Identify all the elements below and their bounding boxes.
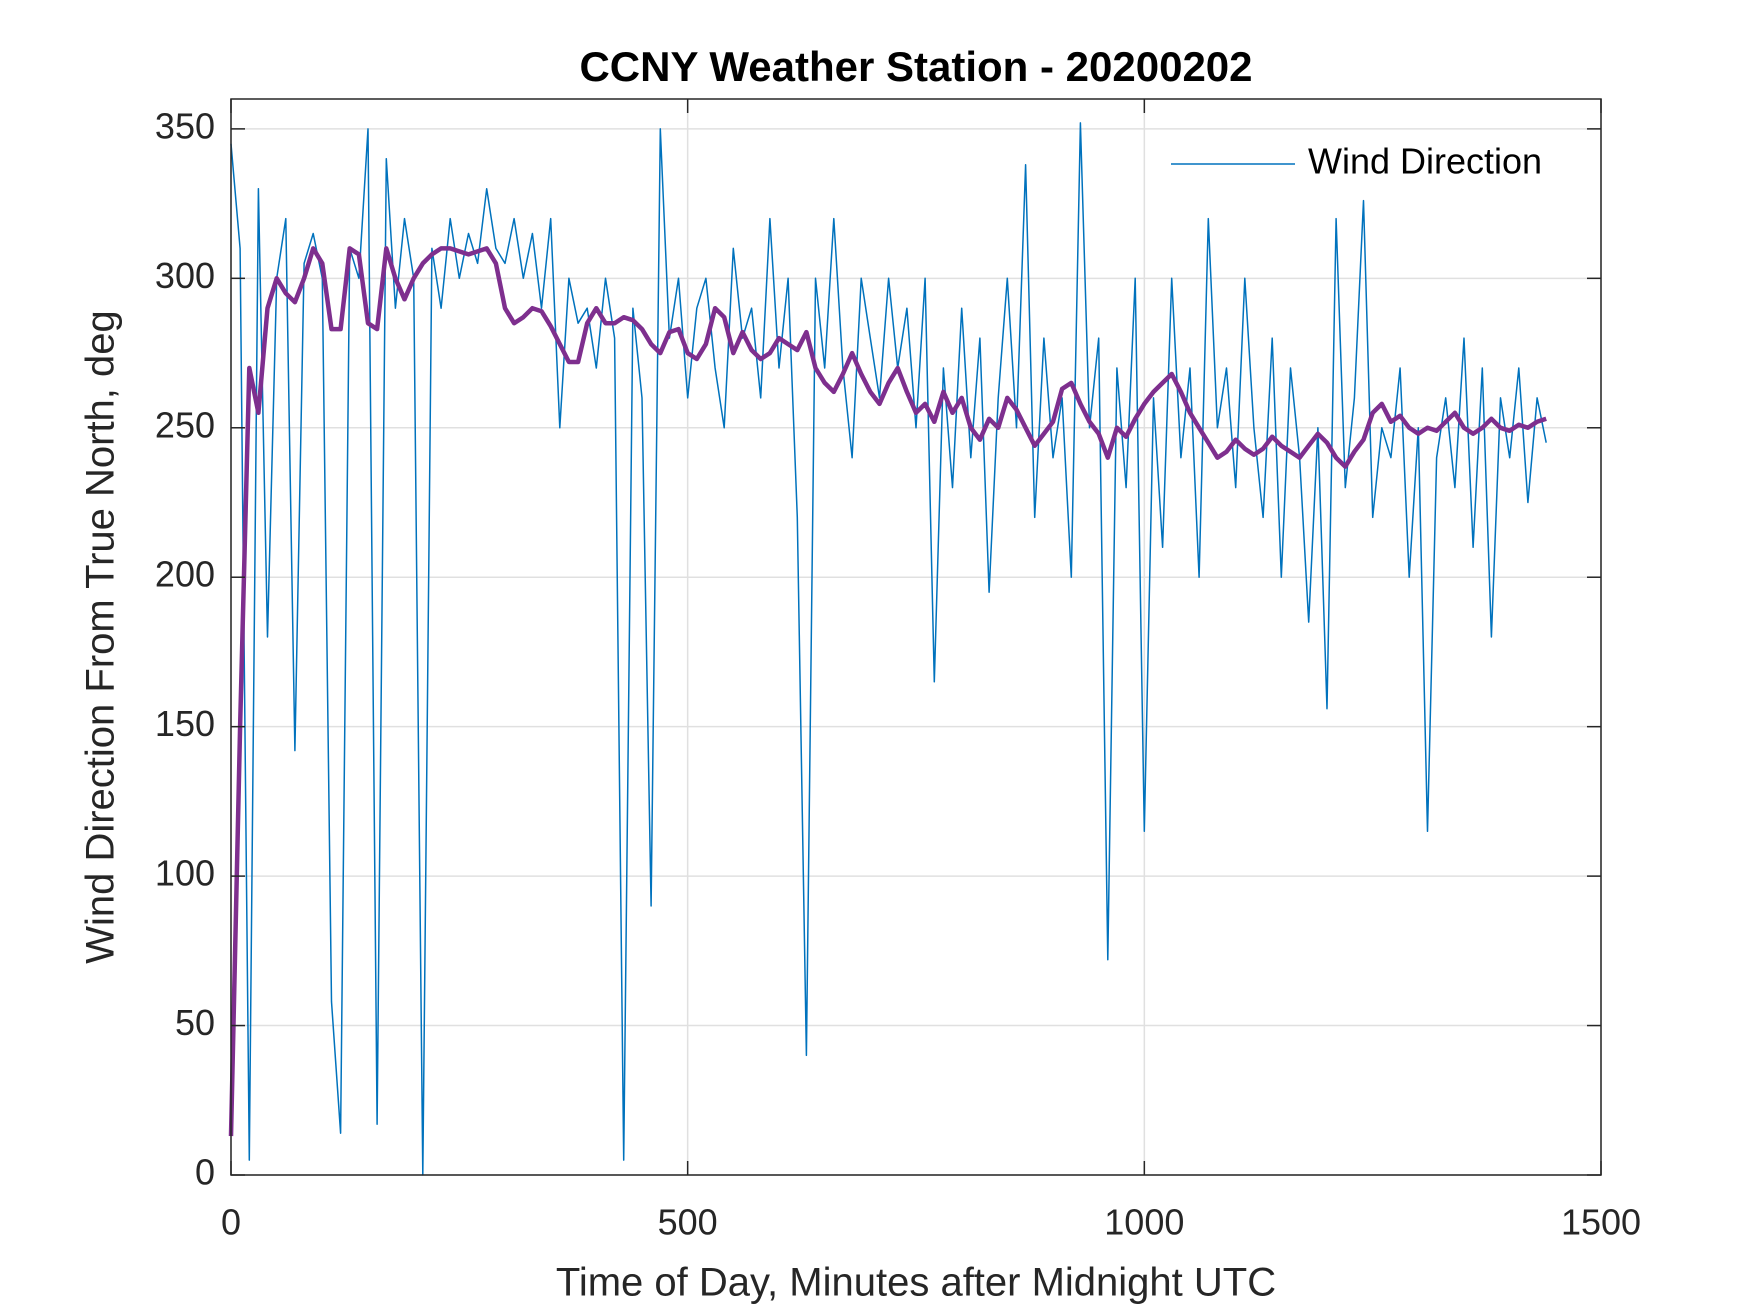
y-axis-label: Wind Direction From True North, deg xyxy=(79,310,123,964)
data-line xyxy=(230,122,1547,1176)
plot-frame xyxy=(230,98,1602,1176)
data-line xyxy=(228,246,1547,1137)
x-axis-label: Time of Day, Minutes after Midnight UTC xyxy=(556,1261,1276,1305)
y-tick-label: 350 xyxy=(155,105,215,146)
y-tick-label: 300 xyxy=(155,255,215,296)
x-tick-label: 0 xyxy=(221,1202,241,1243)
x-tick-label: 500 xyxy=(658,1202,718,1243)
y-tick-label: 150 xyxy=(155,703,215,744)
legend-label: Wind Direction xyxy=(1308,141,1542,182)
y-tick-label: 50 xyxy=(175,1002,215,1043)
y-tick-label: 250 xyxy=(155,404,215,445)
y-tick-label: 100 xyxy=(155,853,215,894)
x-tick-label: 1500 xyxy=(1561,1202,1641,1243)
y-tick-label: 200 xyxy=(155,554,215,595)
chart-title: CCNY Weather Station - 20200202 xyxy=(579,43,1252,90)
x-tick-label: 1000 xyxy=(1104,1202,1184,1243)
y-tick-label: 0 xyxy=(195,1152,215,1193)
